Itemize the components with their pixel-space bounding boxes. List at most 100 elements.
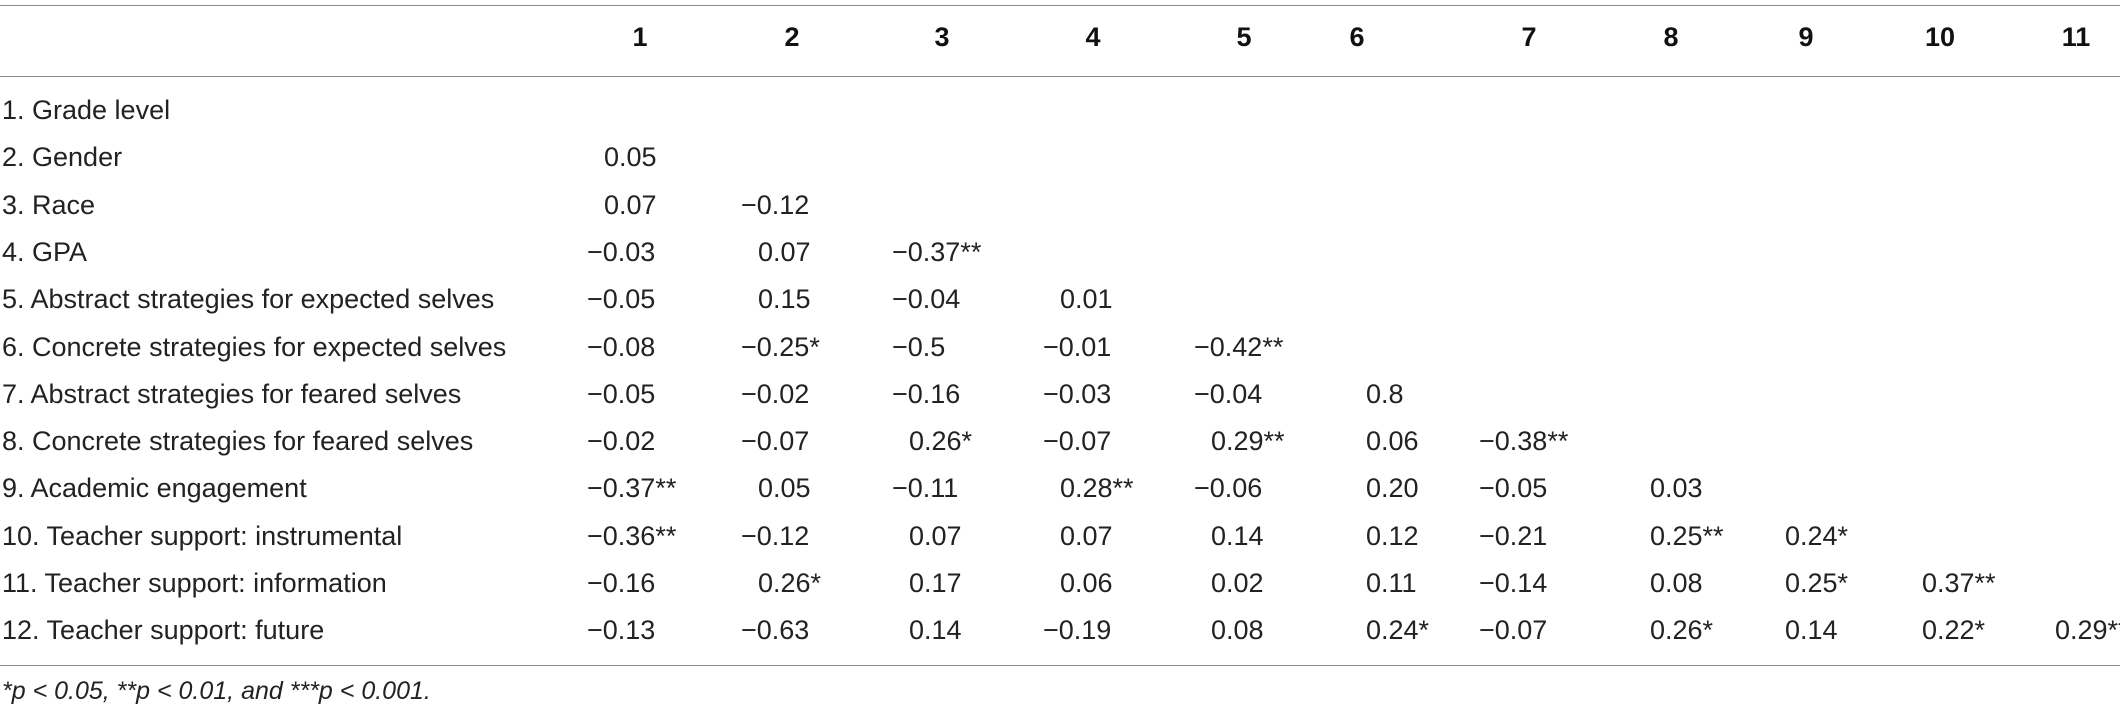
table-cell: −0.08 bbox=[587, 331, 656, 362]
table-cell: 0.14 bbox=[1785, 615, 1838, 646]
table-cell: −0.05 bbox=[1479, 473, 1548, 504]
table-row: 11. Teacher support: information −0.16 0.2… bbox=[0, 568, 2120, 614]
table-cell: −0.04 bbox=[1194, 378, 1263, 409]
row-label: 1. Grade level bbox=[2, 95, 171, 125]
table-cell: −0.12 bbox=[741, 520, 810, 551]
column-header-11: 11 bbox=[2061, 22, 2091, 52]
table-cell: 0.07 bbox=[1060, 520, 1113, 551]
row-label: 4. GPA bbox=[2, 236, 88, 267]
table-cell: −0.25* bbox=[741, 331, 820, 362]
column-header-7: 7 bbox=[1521, 22, 1537, 52]
table-row: 12. Teacher support: future −0.13 −0.63 0.1… bbox=[0, 615, 2120, 661]
table-row: 2. Gender 0.05 bbox=[0, 142, 2120, 188]
table-row: 9. Academic engagement −0.37** 0.05 −0.11 0.… bbox=[0, 473, 2120, 519]
column-header-10: 10 bbox=[1924, 22, 1956, 52]
table-cell: −0.16 bbox=[587, 568, 656, 598]
column-header-5: 5 bbox=[1236, 22, 1252, 52]
table-cell: 0.12 bbox=[1366, 520, 1419, 551]
table-row: 6. Concrete strategies for expected selv… bbox=[0, 332, 2120, 378]
table-row: 1. Grade level bbox=[0, 95, 2120, 141]
table-cell: 0.26* bbox=[909, 426, 973, 457]
row-label: 11. Teacher support: information bbox=[2, 568, 387, 598]
table-cell: −0.07 bbox=[741, 426, 810, 457]
table-cell: −0.05 bbox=[587, 284, 656, 315]
row-label: 8. Concrete strategies for feared selves bbox=[2, 426, 474, 457]
table-cell: 0.20 bbox=[1366, 473, 1419, 504]
table-cell: −0.07 bbox=[1043, 426, 1112, 457]
table-cell: −0.06 bbox=[1194, 473, 1263, 504]
table-cell: 0.06 bbox=[1366, 426, 1419, 457]
row-label: 6. Concrete strategies for expected selv… bbox=[2, 331, 507, 362]
table-cell: −0.02 bbox=[741, 378, 810, 409]
table-cell: −0.01 bbox=[1043, 331, 1112, 362]
table-cell: −0.03 bbox=[1043, 378, 1112, 409]
table-cell: 0.02 bbox=[1211, 568, 1264, 598]
table-cell: −0.05 bbox=[587, 378, 656, 409]
table-cell: 0.07 bbox=[604, 189, 657, 220]
table-cell: 0.11 bbox=[1366, 568, 1417, 598]
table-row: 10. Teacher support: instrumental −0.36**… bbox=[0, 521, 2120, 567]
table-row: 3. Race 0.07 −0.12 bbox=[0, 190, 2120, 236]
table-cell: 0.29** bbox=[1211, 426, 1285, 457]
column-header-1: 1 bbox=[632, 22, 648, 52]
table-cell: 0.25** bbox=[1650, 520, 1724, 551]
table-cell: 0.28** bbox=[1060, 473, 1134, 504]
table-cell: −0.12 bbox=[741, 189, 810, 220]
table-cell: −0.02 bbox=[587, 426, 656, 457]
table-cell: 0.17 bbox=[909, 568, 962, 598]
table-row: 7. Abstract strategies for feared selves… bbox=[0, 379, 2120, 425]
table-cell: −0.37** bbox=[587, 473, 677, 504]
table-cell: 0.29** bbox=[2055, 615, 2120, 646]
table-row: 8. Concrete strategies for feared selves… bbox=[0, 426, 2120, 472]
table-cell: 0.14 bbox=[909, 615, 962, 646]
table-cell: 0.26* bbox=[1650, 615, 1714, 646]
table-cell: 0.8 bbox=[1366, 378, 1404, 409]
table-cell: 0.08 bbox=[1650, 568, 1703, 598]
column-header-9: 9 bbox=[1798, 22, 1814, 52]
table-cell: −0.5 bbox=[892, 331, 946, 362]
column-header-8: 8 bbox=[1663, 22, 1679, 52]
table-cell: −0.11 bbox=[892, 473, 959, 504]
table-cell: 0.24* bbox=[1366, 615, 1430, 646]
table-cell: 0.08 bbox=[1211, 615, 1264, 646]
table-bottom-rule bbox=[0, 665, 2120, 666]
table-cell: 0.25* bbox=[1785, 568, 1849, 598]
table-footnote: *p < 0.05, **p < 0.01, and ***p < 0.001. bbox=[2, 677, 431, 705]
table-cell: 0.07 bbox=[909, 520, 962, 551]
table-cell: −0.16 bbox=[892, 378, 961, 409]
row-label: 2. Gender bbox=[2, 142, 123, 173]
table-cell: 0.15 bbox=[758, 284, 811, 315]
table-cell: 0.37** bbox=[1922, 568, 1996, 598]
table-cell: −0.37** bbox=[892, 236, 982, 267]
row-label: 5. Abstract strategies for expected selv… bbox=[2, 284, 495, 315]
table-cell: −0.07 bbox=[1479, 615, 1548, 646]
table-cell: −0.63 bbox=[741, 615, 810, 646]
row-label: 9. Academic engagement bbox=[2, 473, 307, 504]
table-cell: 0.05 bbox=[604, 142, 657, 173]
table-cell: 0.22* bbox=[1922, 615, 1986, 646]
row-label: 12. Teacher support: future bbox=[2, 615, 325, 646]
table-cell: −0.36** bbox=[587, 520, 677, 551]
table-cell: −0.13 bbox=[587, 615, 656, 646]
table-cell: −0.38** bbox=[1479, 426, 1569, 457]
row-label: 10. Teacher support: instrumental bbox=[2, 520, 403, 551]
table-cell: 0.26* bbox=[758, 568, 822, 598]
row-label: 7. Abstract strategies for feared selves bbox=[2, 378, 462, 409]
column-header-3: 3 bbox=[934, 22, 950, 52]
column-header-6: 6 bbox=[1349, 22, 1365, 52]
table-row: 5. Abstract strategies for expected selv… bbox=[0, 284, 2120, 330]
table-row: 4. GPA −0.03 0.07 −0.37** bbox=[0, 237, 2120, 283]
table-cell: 0.24* bbox=[1785, 520, 1849, 551]
table-header-rule bbox=[0, 76, 2120, 77]
column-header-4: 4 bbox=[1085, 22, 1101, 52]
table-cell: 0.03 bbox=[1650, 473, 1703, 504]
column-header-2: 2 bbox=[784, 22, 800, 52]
table-cell: −0.04 bbox=[892, 284, 961, 315]
table-cell: −0.42** bbox=[1194, 331, 1284, 362]
table-top-rule bbox=[0, 5, 2120, 6]
table-cell: −0.03 bbox=[587, 236, 656, 267]
table-cell: −0.14 bbox=[1479, 568, 1548, 598]
row-label: 3. Race bbox=[2, 189, 96, 220]
table-cell: −0.19 bbox=[1043, 615, 1112, 646]
table-cell: 0.06 bbox=[1060, 568, 1113, 598]
